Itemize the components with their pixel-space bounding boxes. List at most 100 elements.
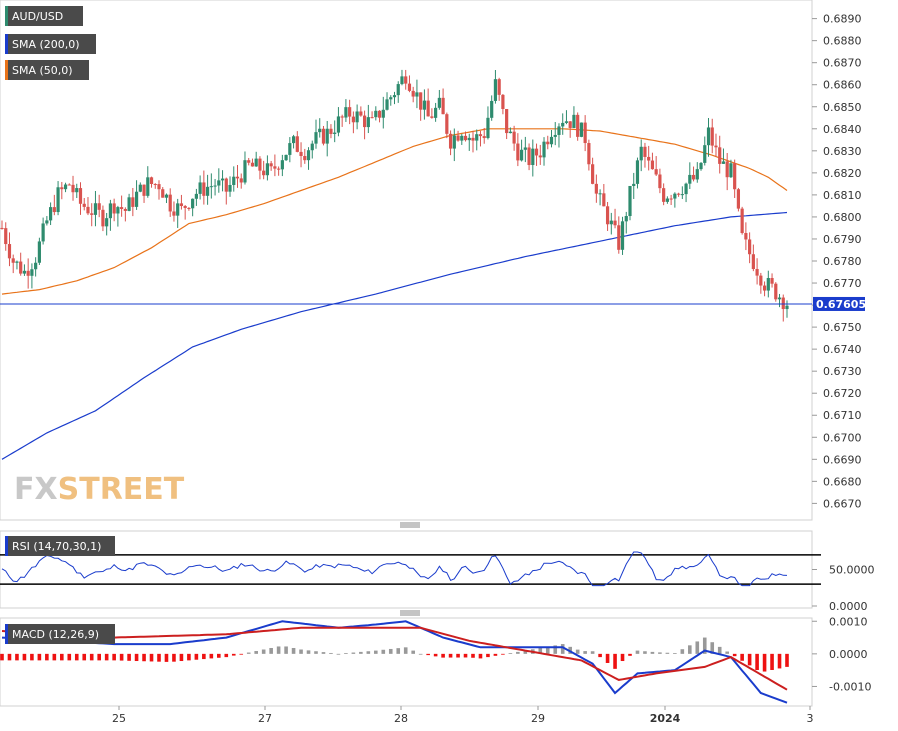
price-tick-label: 0.6860 bbox=[823, 79, 862, 92]
candle-body bbox=[471, 137, 475, 141]
legend-sma200[interactable]: SMA (200,0) bbox=[5, 34, 96, 54]
candle-body bbox=[11, 258, 15, 263]
candle-body bbox=[205, 186, 210, 196]
rsi-line bbox=[1, 551, 788, 587]
macd-hist-bar bbox=[418, 653, 423, 655]
macd-hist-bar bbox=[635, 650, 640, 654]
x-tick-label: 2024 bbox=[650, 712, 681, 725]
candle-body bbox=[706, 127, 711, 146]
macd-hist-bar bbox=[344, 653, 348, 654]
candle-body bbox=[729, 163, 733, 178]
macd-tick-label: 0.0000 bbox=[829, 648, 868, 661]
macd-hist-bar bbox=[650, 651, 655, 654]
legend-rsi[interactable]: RSI (14,70,30,1) bbox=[5, 536, 115, 556]
candle-body bbox=[553, 134, 557, 137]
macd-hist-bar bbox=[665, 652, 670, 654]
macd-hist-bar bbox=[732, 653, 737, 657]
candle-body bbox=[116, 207, 120, 214]
macd-hist-bar bbox=[388, 648, 393, 654]
macd-hist-bar bbox=[187, 653, 191, 661]
macd-hist-bar bbox=[291, 647, 296, 654]
candle-body bbox=[762, 285, 767, 291]
macd-hist-bar bbox=[463, 653, 468, 658]
macd-hist-bar bbox=[172, 653, 176, 662]
macd-hist-bar bbox=[441, 653, 445, 658]
macd-hist-bar bbox=[523, 650, 528, 654]
candle-body bbox=[463, 135, 468, 141]
macd-hist-bar bbox=[710, 642, 715, 654]
resize-handle-rsi[interactable] bbox=[400, 522, 420, 528]
candle-body bbox=[676, 193, 681, 195]
candle-body bbox=[736, 189, 741, 209]
candle-body bbox=[628, 185, 632, 217]
macd-hist-bar bbox=[717, 646, 722, 654]
macd-hist-bar bbox=[508, 653, 513, 654]
candle-body bbox=[785, 305, 789, 310]
macd-hist-bar bbox=[538, 647, 543, 654]
macd-hist-bar bbox=[673, 653, 677, 654]
candle-body bbox=[265, 163, 270, 176]
candle-body bbox=[220, 178, 225, 181]
price-tick-label: 0.6780 bbox=[823, 255, 862, 268]
candle-body bbox=[374, 110, 378, 118]
macd-hist-bar bbox=[74, 653, 79, 661]
legend-macd[interactable]: MACD (12,26,9) bbox=[5, 624, 115, 644]
legend-audusd[interactable]: AUD/USD bbox=[5, 6, 83, 26]
candle-body bbox=[434, 107, 438, 118]
price-tick-label: 0.6790 bbox=[823, 233, 862, 246]
watermark-street: STREET bbox=[58, 472, 185, 507]
candle-body bbox=[131, 197, 135, 207]
candle-body bbox=[60, 187, 64, 190]
candle-body bbox=[613, 220, 617, 226]
candle-body bbox=[654, 169, 658, 175]
candle-body bbox=[718, 147, 722, 164]
candle-body bbox=[291, 136, 296, 144]
candle-body bbox=[699, 162, 703, 170]
candle-body bbox=[591, 164, 595, 184]
candle-body bbox=[262, 170, 266, 176]
price-axis: 0.6890 0.6880 0.6870 0.6860 0.6850 0.6840 0.68… bbox=[812, 13, 862, 510]
candle-body bbox=[493, 79, 498, 101]
macd-hist-bar bbox=[658, 652, 662, 654]
legend-sma50[interactable]: SMA (50,0) bbox=[5, 60, 89, 80]
candle-body bbox=[385, 99, 389, 110]
macd-hist-bar bbox=[493, 653, 498, 656]
macd-hist-bar bbox=[164, 653, 169, 662]
candle-body bbox=[0, 227, 4, 229]
candle-body bbox=[194, 193, 198, 199]
candle-body bbox=[269, 163, 273, 167]
candle-body bbox=[318, 128, 322, 133]
macd-hist-bar bbox=[785, 653, 789, 667]
candle-body bbox=[108, 203, 113, 219]
candle-body bbox=[688, 174, 692, 184]
price-tick-label: 0.6770 bbox=[823, 277, 862, 290]
candle-body bbox=[325, 128, 329, 144]
macd-hist-bar bbox=[306, 650, 311, 654]
candle-body bbox=[258, 158, 262, 171]
candle-body bbox=[647, 156, 651, 161]
candle-body bbox=[583, 122, 587, 144]
price-tick-label: 0.6740 bbox=[823, 343, 862, 356]
candle-body bbox=[48, 207, 53, 221]
macd-hist-bar bbox=[97, 653, 101, 661]
resize-handle-macd[interactable] bbox=[400, 610, 420, 616]
candle-body bbox=[415, 92, 419, 97]
macd-hist-bar bbox=[702, 637, 707, 654]
candle-body bbox=[202, 182, 206, 196]
candle-body bbox=[411, 90, 415, 97]
macd-hist-bar bbox=[119, 653, 124, 661]
price-tick-label: 0.6890 bbox=[823, 13, 862, 26]
candle-body bbox=[15, 261, 19, 263]
price-tick-label: 0.6710 bbox=[823, 409, 862, 422]
candle-body bbox=[161, 189, 165, 198]
candle-body bbox=[422, 100, 427, 110]
macd-hist-bar bbox=[613, 653, 617, 669]
macd-hist-bar bbox=[67, 653, 72, 661]
candle-body bbox=[669, 198, 673, 200]
candle-body bbox=[748, 239, 752, 255]
candle-body bbox=[486, 117, 490, 139]
candle-body bbox=[235, 176, 240, 179]
candle-body bbox=[680, 194, 684, 196]
legend-audusd-label: AUD/USD bbox=[12, 10, 63, 23]
candle-body bbox=[467, 137, 471, 141]
